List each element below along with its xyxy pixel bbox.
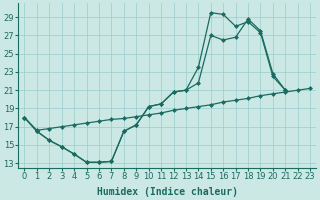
X-axis label: Humidex (Indice chaleur): Humidex (Indice chaleur) bbox=[97, 186, 238, 197]
